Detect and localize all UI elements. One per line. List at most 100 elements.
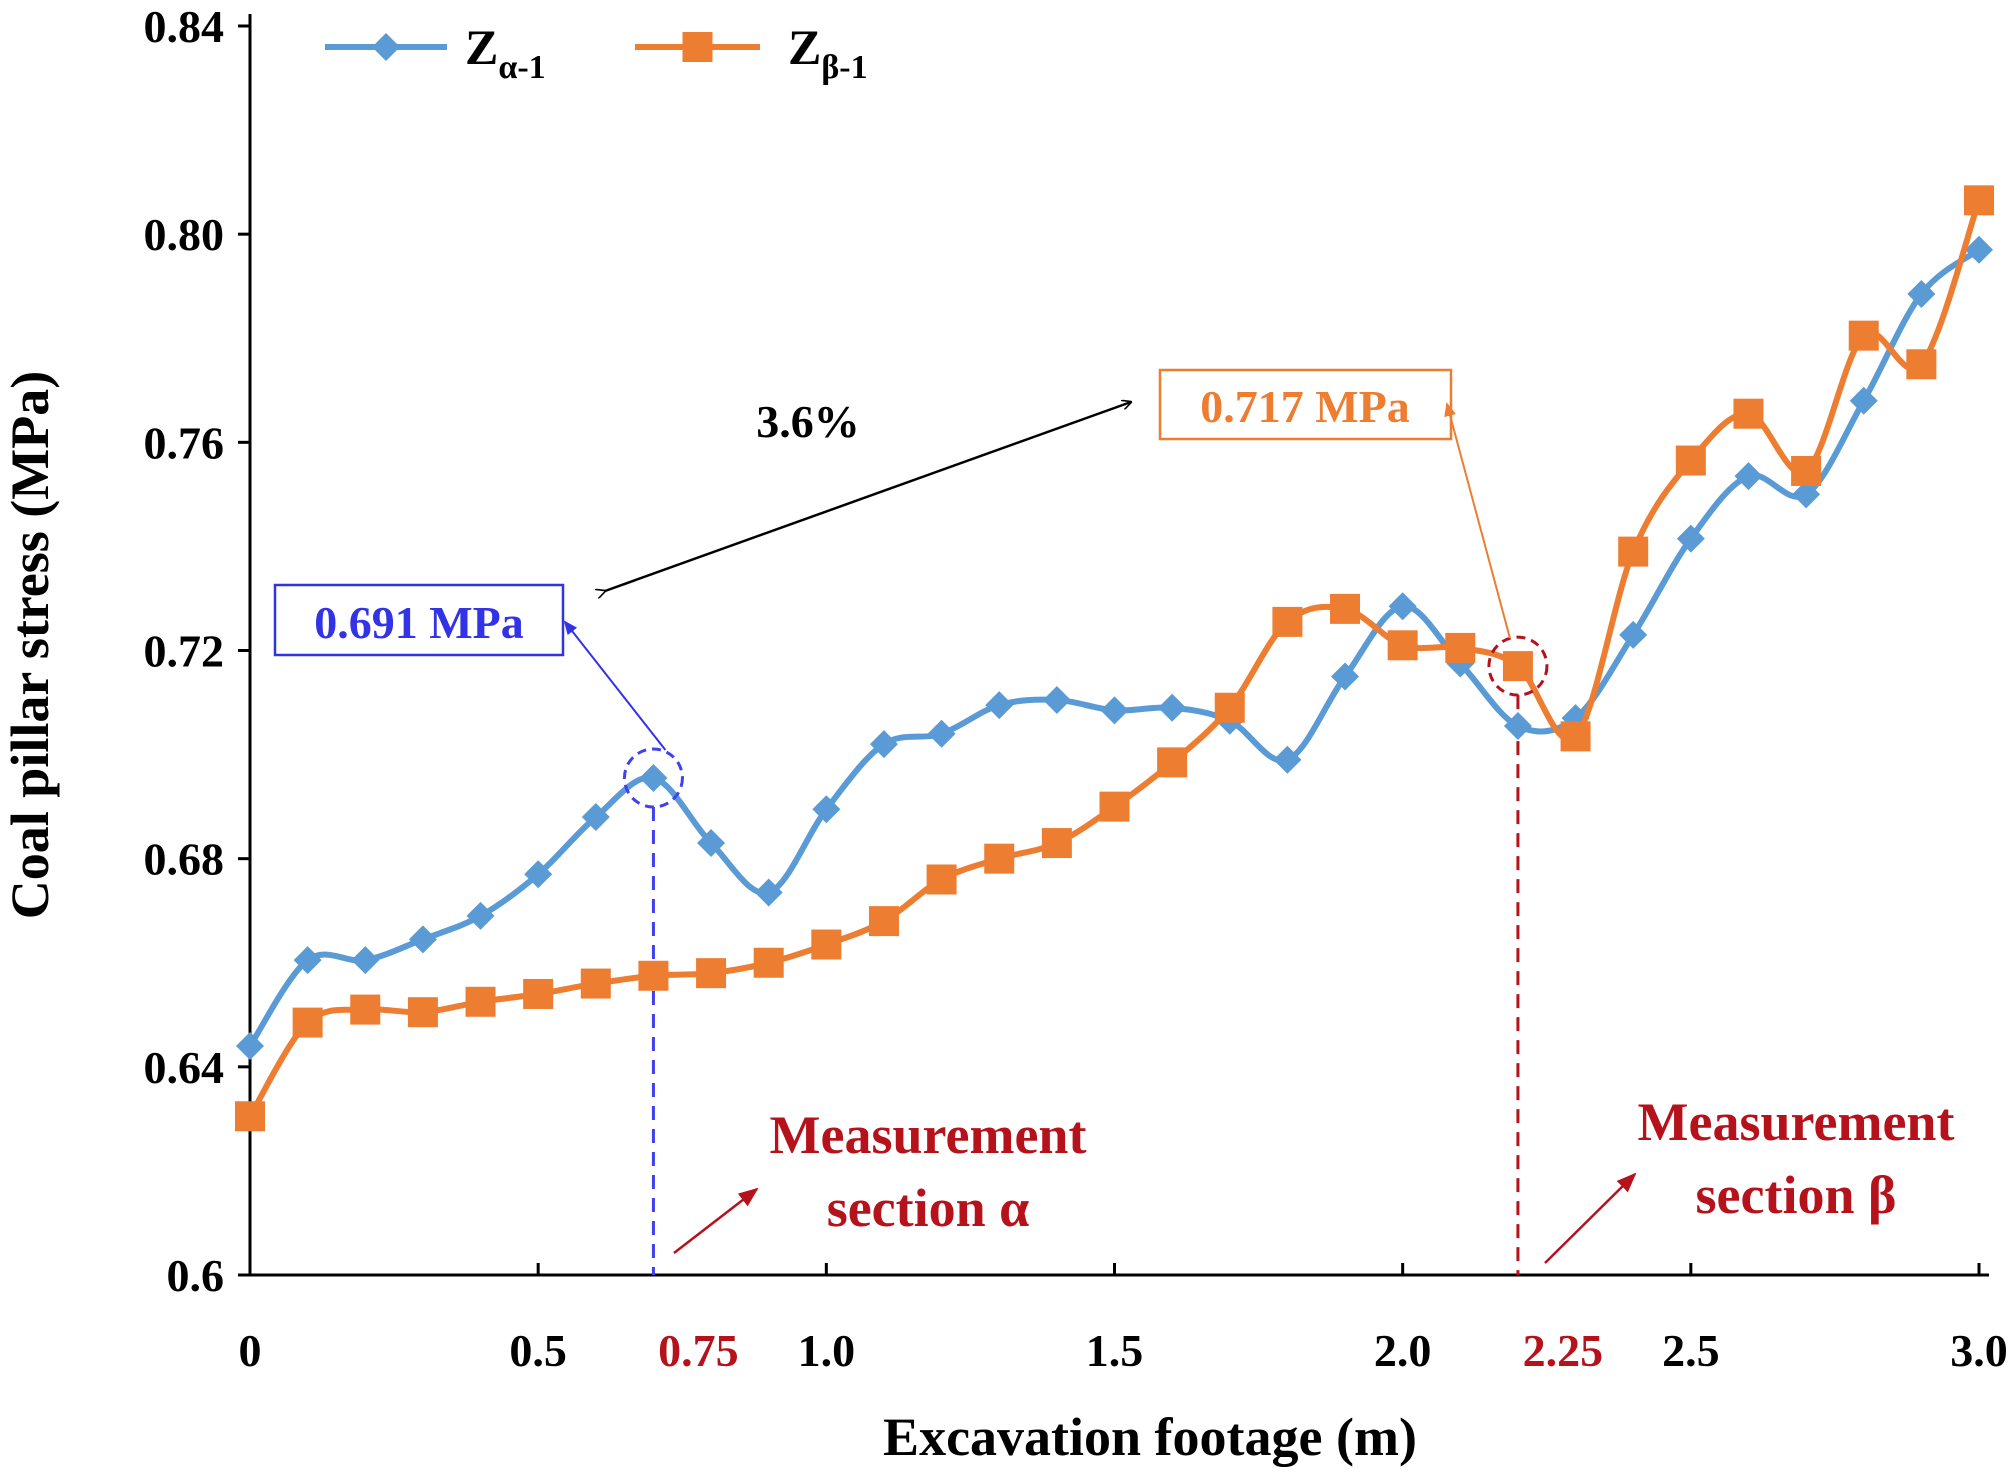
data-point [580, 968, 611, 999]
x-tick-label: 0 [239, 1325, 262, 1376]
data-point [1273, 745, 1302, 774]
data-point [523, 978, 554, 1009]
data-point [1733, 398, 1764, 429]
data-point [1272, 606, 1303, 637]
data-point [1619, 620, 1648, 649]
data-point [1676, 524, 1705, 553]
callout-alpha-box [273, 583, 565, 657]
legend-marker [372, 33, 400, 61]
x-tick-label: 2.0 [1374, 1325, 1432, 1376]
section-alpha-arrow [673, 1187, 759, 1254]
series-layer [235, 185, 1994, 1132]
data-point [1675, 445, 1706, 476]
section-beta-arrow [1544, 1172, 1637, 1264]
series-line [247, 199, 1982, 1118]
section-beta-line2: section β [1696, 1165, 1897, 1225]
data-point [1791, 455, 1822, 486]
x-tick-label: 0.5 [509, 1325, 567, 1376]
series-z-alpha-1 [236, 235, 1993, 1061]
data-point [1964, 185, 1994, 216]
data-point [465, 986, 496, 1017]
y-tick-label: 0.64 [144, 1042, 225, 1093]
callout-beta-arrow [1444, 402, 1511, 639]
data-point [1734, 462, 1763, 491]
legend-marker [682, 32, 713, 62]
section-beta-line1: Measurement [1638, 1092, 1955, 1152]
data-point [466, 901, 495, 930]
data-point [1503, 711, 1532, 740]
callout-beta-box [1158, 368, 1453, 441]
x-ticks: 0 0.5 1.0 1.5 2.0 2.5 3.0 0.75 2.25 [239, 1263, 2008, 1376]
y-tick-label: 0.68 [144, 834, 225, 885]
data-point [1214, 692, 1245, 723]
data-point [351, 946, 380, 975]
x-tick-label: 2.5 [1662, 1325, 1720, 1376]
axes [248, 14, 1989, 1277]
data-point [1907, 280, 1936, 309]
data-point [696, 958, 727, 989]
callout-alpha: 0.691 MPa [273, 583, 667, 751]
data-point [1502, 651, 1533, 682]
data-point [1387, 630, 1418, 661]
legend-item: Zα-1 [325, 19, 546, 86]
x-special-tick-label: 2.25 [1523, 1325, 1604, 1376]
data-point [1099, 791, 1130, 822]
callout-alpha-text: 0.691 MPa [314, 597, 524, 648]
data-point [407, 997, 438, 1028]
data-point [1849, 386, 1878, 415]
data-point [1330, 593, 1361, 624]
data-point [1042, 685, 1071, 714]
data-point [1445, 632, 1476, 663]
data-point [581, 803, 610, 832]
data-point [811, 929, 842, 960]
data-point [1158, 693, 1187, 722]
percent-arrow [605, 402, 1131, 591]
data-point [1792, 480, 1821, 509]
data-point [753, 947, 784, 978]
data-point [1100, 696, 1129, 725]
data-point [236, 1032, 264, 1061]
y-tick-label: 0.72 [144, 626, 225, 677]
data-point [868, 906, 899, 937]
y-tick-label: 0.6 [167, 1250, 225, 1301]
legend-label: Zα-1 [465, 19, 546, 86]
data-point [754, 878, 783, 907]
callout-beta: 0.717 MPa [1158, 368, 1511, 639]
data-point [293, 946, 322, 975]
data-point [697, 829, 726, 858]
data-point [1041, 828, 1072, 859]
highlight-circle-alpha [622, 747, 684, 809]
x-special-tick-label: 0.75 [658, 1325, 739, 1376]
data-point [1618, 536, 1649, 567]
data-point [926, 864, 957, 895]
y-axis-title: Coal pillar stress (MPa) [0, 371, 60, 919]
data-point [1388, 592, 1417, 621]
section-alpha-line1: Measurement [770, 1105, 1087, 1165]
data-point [984, 843, 1015, 874]
x-tick-label: 3.0 [1950, 1325, 2008, 1376]
data-point [235, 1101, 265, 1132]
data-point [1157, 747, 1188, 778]
data-point [927, 719, 956, 748]
y-tick-label: 0.76 [144, 417, 225, 468]
section-beta-label: Measurement section β [1544, 1092, 1955, 1264]
highlight-circle-beta [1487, 635, 1549, 697]
series-z-beta-1 [235, 185, 1994, 1132]
data-point [408, 925, 437, 954]
percent-label: 3.6% [756, 396, 860, 447]
y-tick-label: 0.84 [144, 1, 225, 52]
section-alpha-line2: section α [827, 1178, 1030, 1238]
legend: Zα-1 Zβ-1 [325, 19, 868, 86]
callout-beta-text: 0.717 MPa [1200, 381, 1410, 432]
data-point [1906, 349, 1937, 380]
data-point [638, 960, 669, 991]
data-point [1848, 320, 1879, 351]
legend-item: Zβ-1 [635, 19, 868, 86]
data-point [812, 795, 841, 824]
y-ticks: 0.6 0.64 0.68 0.72 0.76 0.80 0.84 [144, 1, 250, 1301]
data-point [1965, 235, 1993, 264]
x-tick-label: 1.5 [1086, 1325, 1144, 1376]
x-axis-title: Excavation footage (m) [883, 1407, 1417, 1467]
callout-alpha-arrow [563, 620, 667, 751]
